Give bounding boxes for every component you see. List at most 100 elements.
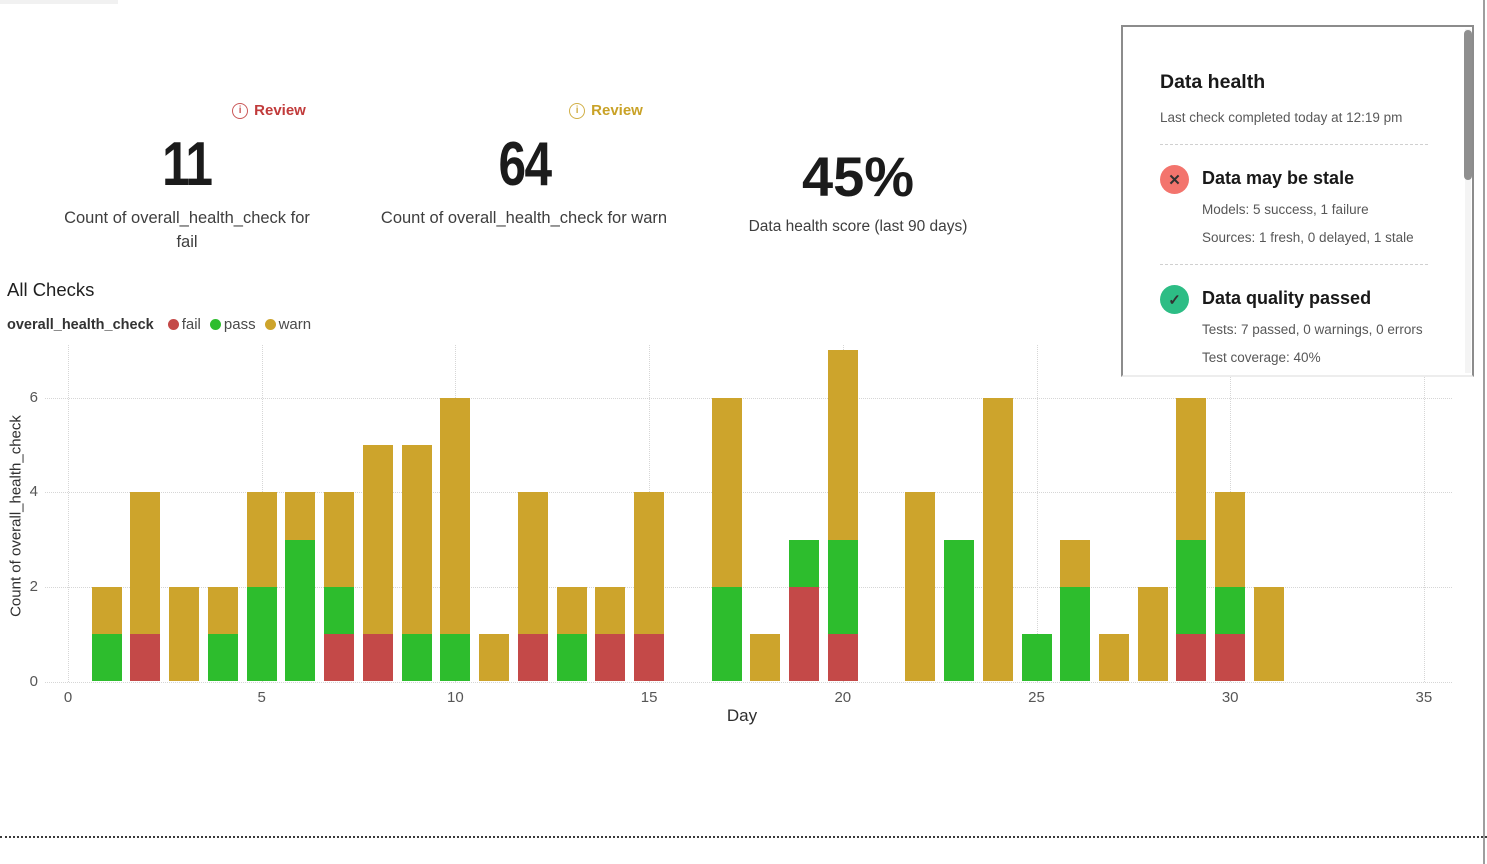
review-badge-fail[interactable]: Review — [144, 101, 394, 120]
bar-segment-pass-day-20[interactable] — [827, 539, 858, 635]
legend-series-title: overall_health_check — [7, 316, 154, 333]
bar-segment-warn-day-15[interactable] — [634, 492, 665, 635]
panel-separator — [1160, 144, 1428, 145]
bar-segment-pass-day-6[interactable] — [285, 539, 316, 682]
bar-segment-pass-day-19[interactable] — [789, 539, 820, 587]
bar-segment-warn-day-18[interactable] — [750, 634, 781, 682]
bar-segment-fail-day-30[interactable] — [1215, 634, 1246, 682]
bar-segment-fail-day-2[interactable] — [130, 634, 161, 682]
bar-segment-warn-day-12[interactable] — [517, 492, 548, 635]
gridline-y-4 — [45, 492, 1452, 494]
bar-segment-warn-day-22[interactable] — [905, 492, 936, 682]
x-tick-label-35: 35 — [1415, 688, 1433, 706]
info-icon — [569, 102, 586, 119]
bar-segment-pass-day-13[interactable] — [556, 634, 587, 682]
bottom-dotted-divider — [0, 836, 1487, 838]
x-tick-label-25: 25 — [1028, 688, 1045, 706]
panel-scrollbar-track[interactable] — [1465, 29, 1471, 373]
bar-segment-warn-day-29[interactable] — [1176, 397, 1207, 540]
bar-segment-warn-day-27[interactable] — [1098, 634, 1129, 682]
bar-segment-warn-day-5[interactable] — [246, 492, 277, 587]
metric-value: 64 — [498, 130, 552, 199]
bar-segment-warn-day-3[interactable] — [169, 586, 200, 682]
bar-segment-warn-day-8[interactable] — [362, 445, 393, 635]
x-axis-title: Day — [726, 706, 758, 725]
section-title-all-checks: All Checks — [7, 279, 95, 300]
bar-segment-pass-day-4[interactable] — [207, 634, 238, 682]
bar-segment-warn-day-4[interactable] — [207, 586, 238, 635]
metric-label: Count of overall_health_check for fail — [64, 209, 310, 251]
bar-segment-pass-day-1[interactable] — [91, 634, 122, 682]
y-tick-label-6: 6 — [29, 388, 38, 406]
panel-section-detail: Tests: 7 passed, 0 warnings, 0 errors — [1202, 322, 1423, 337]
legend-item-pass[interactable]: pass — [209, 316, 256, 333]
check-circle-icon: ✓ — [1160, 285, 1189, 314]
bar-segment-warn-day-20[interactable] — [827, 350, 858, 540]
panel-section-heading: Data quality passed — [1202, 288, 1372, 308]
bar-segment-pass-day-10[interactable] — [440, 634, 471, 682]
bar-segment-fail-day-8[interactable] — [362, 634, 393, 682]
x-tick-label-10: 10 — [447, 688, 464, 706]
bar-segment-pass-day-29[interactable] — [1176, 539, 1207, 635]
review-badge-warn[interactable]: Review — [462, 101, 750, 120]
bar-segment-pass-day-5[interactable] — [246, 586, 277, 682]
y-tick-label-4: 4 — [29, 483, 38, 501]
bar-segment-warn-day-14[interactable] — [595, 586, 626, 635]
bar-segment-fail-day-7[interactable] — [324, 634, 355, 682]
bar-segment-fail-day-14[interactable] — [595, 634, 626, 682]
x-tick-label-0: 0 — [63, 688, 73, 706]
gridline-x-0 — [68, 345, 69, 682]
bar-segment-warn-day-7[interactable] — [324, 492, 355, 587]
bar-segment-pass-day-23[interactable] — [944, 539, 975, 682]
legend-item-warn[interactable]: warn — [264, 316, 311, 333]
bar-segment-pass-day-9[interactable] — [401, 634, 432, 682]
top-strip — [0, 0, 118, 4]
bar-segment-pass-day-17[interactable] — [711, 586, 742, 682]
bar-segment-fail-day-20[interactable] — [827, 634, 858, 682]
bar-segment-warn-day-9[interactable] — [401, 445, 432, 635]
x-tick-label-15: 15 — [640, 688, 658, 706]
bar-segment-warn-day-13[interactable] — [556, 586, 587, 635]
bar-segment-fail-day-15[interactable] — [634, 634, 665, 682]
panel-title: Data health — [1160, 71, 1266, 93]
bar-segment-pass-day-30[interactable] — [1215, 586, 1246, 635]
bar-segment-fail-day-19[interactable] — [789, 586, 820, 682]
panel-separator — [1160, 264, 1428, 265]
panel-scrollbar-thumb[interactable] — [1464, 30, 1472, 180]
bar-segment-pass-day-25[interactable] — [1021, 634, 1052, 682]
legend-item-fail[interactable]: fail — [167, 316, 201, 333]
page-scroll-edge[interactable] — [1483, 0, 1485, 864]
panel-section-detail: Test coverage: 40% — [1202, 350, 1321, 365]
panel-section-detail: Models: 5 success, 1 failure — [1202, 202, 1369, 217]
x-tick-label-30: 30 — [1221, 688, 1239, 706]
bar-segment-warn-day-28[interactable] — [1137, 586, 1168, 682]
gridline-x-25 — [1036, 345, 1038, 682]
panel-section-quality: ✓ Data quality passed Tests: 7 passed, 0 w… — [1160, 285, 1428, 365]
metric-health-score: 45% Data health score (last 90 days) — [738, 101, 978, 239]
x-tick-label-5: 5 — [257, 688, 266, 706]
panel-section-stale: ✕ Data may be stale Models: 5 success, 1 f… — [1160, 165, 1428, 245]
bar-segment-pass-day-7[interactable] — [324, 586, 355, 635]
bar-segment-fail-day-29[interactable] — [1176, 634, 1207, 682]
info-icon — [232, 102, 249, 119]
review-label: Review — [254, 102, 306, 119]
bar-segment-fail-day-12[interactable] — [517, 634, 548, 682]
bar-segment-pass-day-26[interactable] — [1060, 586, 1091, 682]
panel-section-heading: Data may be stale — [1202, 168, 1355, 188]
review-label: Review — [591, 102, 643, 119]
legend-label: pass — [223, 316, 256, 333]
bar-segment-warn-day-30[interactable] — [1215, 492, 1246, 587]
bar-segment-warn-day-24[interactable] — [982, 397, 1013, 682]
gridline-y-2 — [45, 586, 1452, 588]
bar-segment-warn-day-2[interactable] — [130, 492, 161, 635]
bar-segment-warn-day-10[interactable] — [440, 397, 471, 635]
bar-segment-warn-day-6[interactable] — [285, 492, 316, 540]
bar-segment-warn-day-26[interactable] — [1060, 539, 1091, 587]
bar-segment-warn-day-31[interactable] — [1253, 586, 1284, 682]
x-circle-icon: ✕ — [1160, 165, 1189, 194]
bar-segment-warn-day-1[interactable] — [91, 586, 122, 635]
bar-segment-warn-day-11[interactable] — [479, 634, 510, 682]
bar-segment-warn-day-17[interactable] — [711, 397, 742, 587]
